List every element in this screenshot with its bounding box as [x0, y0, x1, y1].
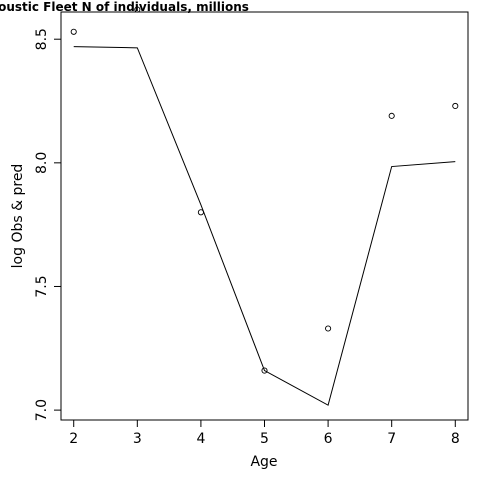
x-tick-label: 6: [324, 431, 333, 447]
y-tick-label: 7.5: [34, 275, 50, 297]
y-tick-label: 8.5: [34, 28, 50, 50]
x-tick-label: 7: [387, 431, 396, 447]
y-tick-label: 8.0: [34, 152, 50, 174]
x-tick-label: 4: [196, 431, 205, 447]
observed-point: [134, 6, 141, 13]
x-tick-label: 5: [260, 431, 269, 447]
observed-point: [325, 325, 332, 332]
x-tick-label: 3: [133, 431, 142, 447]
observed-point: [388, 112, 395, 119]
y-tick-label: 7.0: [34, 399, 50, 421]
y-axis-label: log Obs & pred: [10, 164, 26, 269]
observed-point: [261, 367, 268, 374]
chart-title: coustic Fleet N of individuals, millions: [0, 0, 249, 14]
x-axis-label: Age: [250, 454, 277, 470]
observed-point: [70, 28, 77, 35]
plot-frame: [60, 11, 469, 421]
x-tick-label: 8: [451, 431, 460, 447]
predicted-line: [73, 46, 456, 406]
plot-layer: 2 3 4 5 6 7 8 7.0 7.5 8.0 8.5: [34, 6, 469, 447]
x-tick-label: 2: [69, 431, 78, 447]
observed-point: [452, 102, 459, 110]
